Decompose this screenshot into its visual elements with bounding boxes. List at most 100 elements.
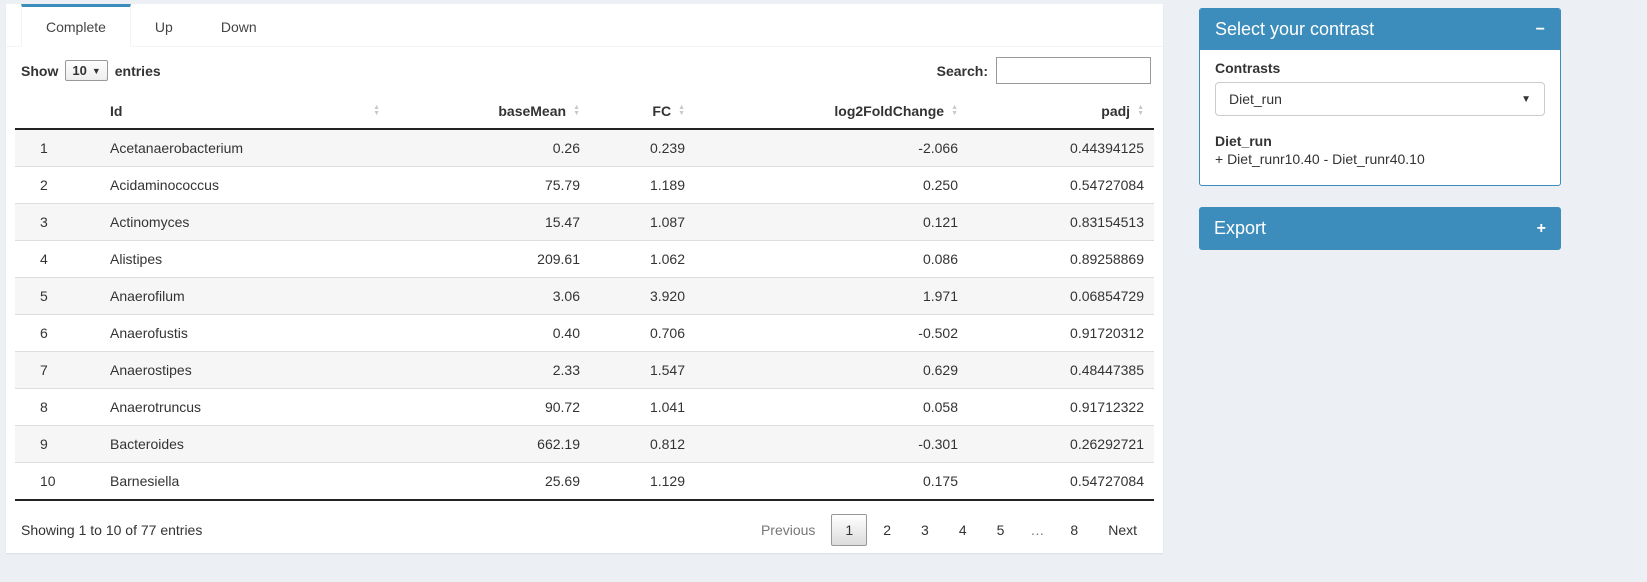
export-box-header: Export +: [1199, 207, 1561, 250]
column-label: FC: [652, 103, 672, 119]
id-cell: Alistipes: [110, 251, 163, 267]
id-cell: Anaerofilum: [110, 288, 185, 304]
sort-icon: ▲ ▼: [1137, 104, 1144, 117]
tab-up[interactable]: Up: [154, 19, 173, 35]
fc-cell: 3.920: [649, 288, 685, 304]
basemean-cell: 2.33: [552, 362, 580, 378]
results-panel: Complete Up Down Show 10 ▼ entries Searc…: [6, 4, 1163, 553]
column-label: Id: [110, 103, 123, 119]
page-button-1[interactable]: 1: [831, 514, 868, 546]
page-length-select[interactable]: 10 ▼: [65, 60, 108, 81]
results-table: Id ▲ ▼ baseMean ▲ ▼ FC ▲ ▼ log2FoldChange ▲ ▼ padj ▲ ▼…: [15, 94, 1154, 501]
page-button-4[interactable]: 4: [958, 522, 967, 538]
log2fc-cell: 0.629: [922, 362, 958, 378]
contrast-box-title: Select your contrast: [1215, 19, 1375, 39]
log2fc-cell: 0.250: [922, 177, 958, 193]
fc-cell: 0.812: [649, 436, 685, 452]
contrast-box-body: Contrasts Diet_run ▼ Diet_run + Diet_run…: [1200, 50, 1560, 185]
sort-icon: ▲ ▼: [373, 104, 380, 117]
row-number: 7: [40, 362, 48, 378]
table-controls: Show 10 ▼ entries Search:: [6, 47, 1163, 92]
table-row[interactable]: 1 Acetanaerobacterium 0.26 0.239 -2.066 0.443…: [15, 129, 1154, 167]
page-button-3[interactable]: 3: [921, 522, 929, 538]
table-row[interactable]: 5 Anaerofilum 3.06 3.920 1.971 0.06854729: [15, 277, 1154, 315]
id-cell: Anaerofustis: [110, 325, 188, 341]
padj-cell: 0.83154513: [1070, 214, 1144, 230]
log2fc-cell: -0.301: [918, 436, 958, 452]
column-header-log2FoldChange[interactable]: log2FoldChange ▲ ▼: [695, 94, 968, 130]
search-input[interactable]: [996, 57, 1151, 84]
id-cell: Actinomyces: [110, 214, 190, 230]
export-box-title: Export: [1214, 218, 1267, 238]
table-row[interactable]: 6 Anaerofustis 0.40 0.706 -0.502 0.91720312: [15, 314, 1154, 352]
padj-cell: 0.54727084: [1070, 177, 1144, 193]
page-length-control: Show 10 ▼ entries: [21, 60, 161, 81]
basemean-cell: 0.26: [552, 140, 580, 156]
fc-cell: 1.041: [649, 399, 685, 415]
padj-cell: 0.44394125: [1070, 140, 1144, 156]
padj-cell: 0.48447385: [1070, 362, 1144, 378]
sort-icon: ▲ ▼: [678, 104, 685, 117]
basemean-cell: 662.19: [537, 436, 580, 452]
pagination-ellipsis: …: [1030, 522, 1045, 538]
sort-icon: ▲ ▼: [573, 104, 580, 117]
fc-cell: 1.189: [649, 177, 685, 193]
table-footer: Showing 1 to 10 of 77 entries Previous 1 2…: [6, 501, 1163, 556]
table-row[interactable]: 4 Alistipes 209.61 1.062 0.086 0.89258869: [15, 240, 1154, 278]
row-number: 3: [40, 214, 48, 230]
tab-down[interactable]: Down: [220, 19, 257, 35]
column-header-baseMean[interactable]: baseMean ▲ ▼: [390, 94, 590, 130]
collapse-icon[interactable]: −: [1535, 20, 1545, 38]
expand-icon[interactable]: +: [1536, 219, 1546, 237]
show-label: Show: [21, 62, 59, 79]
export-box: Export +: [1199, 207, 1561, 250]
table-row[interactable]: 8 Anaerotruncus 90.72 1.041 0.058 0.91712322: [15, 388, 1154, 426]
column-label: baseMean: [498, 103, 567, 119]
page-button-5[interactable]: 5: [996, 522, 1005, 538]
basemean-cell: 15.47: [544, 214, 580, 230]
basemean-cell: 3.06: [552, 288, 580, 304]
log2fc-cell: 0.175: [922, 473, 958, 489]
fc-cell: 0.239: [649, 140, 685, 156]
contrast-select[interactable]: Diet_run ▼: [1215, 82, 1545, 116]
column-header-padj[interactable]: padj ▲ ▼: [968, 94, 1154, 130]
fc-cell: 1.129: [649, 473, 685, 489]
log2fc-cell: 0.058: [922, 399, 958, 415]
row-number: 1: [40, 140, 48, 156]
padj-cell: 0.54727084: [1070, 473, 1144, 489]
sort-icon: ▲ ▼: [951, 104, 958, 117]
table-row[interactable]: 9 Bacteroides 662.19 0.812 -0.301 0.26292721: [15, 425, 1154, 463]
fc-cell: 1.547: [649, 362, 685, 378]
sidebar: Select your contrast − Contrasts Diet_ru…: [1199, 8, 1561, 271]
row-number: 6: [40, 325, 48, 341]
search-control: Search:: [937, 57, 1151, 84]
row-number: 9: [40, 436, 48, 452]
chevron-down-icon: ▼: [1521, 93, 1531, 105]
search-label: Search:: [936, 62, 988, 79]
table-row[interactable]: 7 Anaerostipes 2.33 1.547 0.629 0.48447385: [15, 351, 1154, 389]
contrast-select-value: Diet_run: [1229, 91, 1282, 107]
page-button-next[interactable]: Next: [1108, 522, 1137, 538]
table-row[interactable]: 3 Actinomyces 15.47 1.087 0.121 0.83154513: [15, 203, 1154, 241]
page-button-2[interactable]: 2: [883, 522, 892, 538]
column-label: log2FoldChange: [834, 103, 945, 119]
padj-cell: 0.89258869: [1070, 251, 1144, 267]
id-cell: Anaerostipes: [110, 362, 192, 378]
row-number: 4: [40, 251, 48, 267]
contrast-box-header: Select your contrast −: [1200, 9, 1560, 50]
id-cell: Acetanaerobacterium: [110, 140, 244, 156]
log2fc-cell: -2.066: [918, 140, 958, 156]
basemean-cell: 75.79: [544, 177, 580, 193]
fc-cell: 1.087: [649, 214, 685, 230]
table-info: Showing 1 to 10 of 77 entries: [21, 522, 203, 538]
page-button-previous[interactable]: Previous: [760, 522, 816, 538]
table-row[interactable]: 10 Barnesiella 25.69 1.129 0.175 0.54727084: [15, 462, 1154, 500]
table-row[interactable]: 2 Acidaminococcus 75.79 1.189 0.250 0.5472708…: [15, 166, 1154, 204]
column-header-FC[interactable]: FC ▲ ▼: [590, 94, 695, 130]
log2fc-cell: -0.502: [918, 325, 958, 341]
page-button-8[interactable]: 8: [1070, 522, 1079, 538]
column-header-Id[interactable]: Id ▲ ▼: [100, 94, 390, 130]
tab-complete[interactable]: Complete: [21, 4, 131, 47]
page-length-value: 10: [72, 63, 87, 78]
log2fc-cell: 0.086: [922, 251, 958, 267]
